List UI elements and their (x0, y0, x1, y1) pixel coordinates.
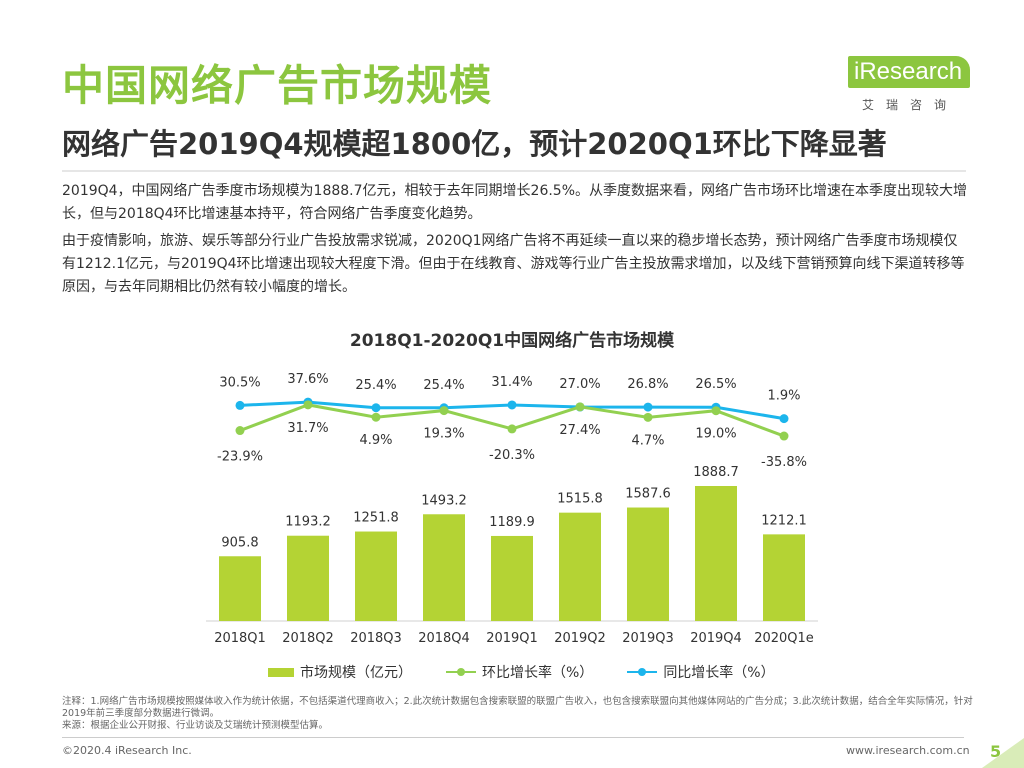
qoq-label: 19.0% (695, 427, 736, 442)
qoq-label: 19.3% (423, 427, 464, 442)
qoq-label: 27.4% (559, 423, 600, 438)
legend-label-qoq: 环比增长率（%） (482, 665, 594, 681)
yoy-label: 37.6% (287, 372, 328, 387)
yoy-label: 1.9% (767, 389, 800, 404)
x-tick-label: 2020Q1e (754, 631, 814, 646)
bar-value-label: 1193.2 (285, 515, 331, 530)
body-paragraph-2: 由于疫情影响，旅游、娱乐等部分行业广告投放需求锐减，2020Q1网络广告将不再延… (62, 233, 965, 295)
qoq-point (439, 406, 449, 416)
footer-divider (62, 737, 964, 738)
x-tick-label: 2019Q3 (622, 631, 674, 646)
qoq-label: 31.7% (287, 421, 328, 436)
qoq-point (371, 412, 381, 422)
qoq-point (643, 412, 653, 422)
legend-swatch-bar (268, 667, 294, 677)
bar-value-label: 905.8 (221, 535, 258, 550)
bar (423, 514, 465, 621)
yoy-label: 27.0% (559, 377, 600, 392)
x-tick-label: 2018Q4 (418, 631, 470, 646)
page-number: 5 (990, 742, 1002, 761)
bar-value-label: 1251.8 (353, 511, 399, 526)
bar (219, 556, 261, 621)
notes-line-1: 注释：1.网络广告市场规模按照媒体收入作为统计依据，不包括渠道代理商收入；2.此… (62, 696, 973, 719)
qoq-point (711, 406, 721, 416)
page-subtitle: 网络广告2019Q4规模超1800亿，预计2020Q1环比下降显著 (62, 127, 887, 161)
qoq-point (303, 400, 313, 410)
bar-value-label: 1888.7 (693, 465, 739, 480)
bar (763, 534, 805, 621)
yoy-label: 26.5% (695, 377, 736, 392)
bar (287, 535, 329, 621)
bar-value-label: 1493.2 (421, 493, 467, 508)
qoq-point (779, 431, 789, 441)
x-tick-label: 2018Q1 (214, 631, 266, 646)
qoq-point (575, 402, 585, 412)
yoy-point (507, 400, 517, 410)
chart-legend: 市场规模（亿元） 环比增长率（%） 同比增长率（%） (268, 662, 775, 682)
x-tick-label: 2019Q1 (486, 631, 538, 646)
yoy-label: 25.4% (355, 378, 396, 393)
yoy-label: 25.4% (423, 378, 464, 393)
logo-word: iResearch (848, 56, 971, 88)
yoy-point (371, 403, 381, 413)
qoq-label: -23.9% (217, 450, 263, 465)
qoq-label: -35.8% (761, 455, 807, 470)
page-title: 中国网络广告市场规模 (62, 61, 493, 110)
logo-cn-text: 艾瑞咨询 (862, 98, 959, 112)
x-tick-label: 2018Q3 (350, 631, 402, 646)
page-corner-decoration (982, 738, 1024, 768)
yoy-label: 26.8% (627, 377, 668, 392)
yoy-label: 31.4% (491, 375, 532, 390)
bar-value-label: 1189.9 (489, 515, 535, 530)
bar-value-label: 1587.6 (625, 487, 671, 502)
yoy-point (643, 402, 653, 412)
legend-item-qoq: 环比增长率（%） (446, 662, 593, 682)
notes-block: 注释：1.网络广告市场规模按照媒体收入作为统计依据，不包括渠道代理商收入；2.此… (62, 696, 982, 732)
bar-value-label: 1212.1 (761, 513, 807, 528)
x-tick-label: 2018Q2 (282, 631, 334, 646)
legend-swatch-qoq (446, 667, 476, 677)
legend-swatch-yoy (627, 667, 658, 677)
qoq-label: -20.3% (489, 448, 535, 463)
chart-title: 2018Q1-2020Q1中国网络广告市场规模 (349, 331, 675, 351)
bar-value-label: 1515.8 (557, 492, 603, 507)
bar (695, 486, 737, 621)
bar (491, 535, 533, 621)
title-divider (62, 170, 966, 172)
legend-label-yoy: 同比增长率（%） (663, 665, 775, 681)
bar (559, 512, 601, 621)
qoq-point (507, 424, 517, 434)
notes-line-2: 来源：根据企业公开财报、行业访谈及艾瑞统计预测模型估算。 (62, 720, 329, 731)
x-tick-label: 2019Q4 (690, 631, 742, 646)
x-tick-label: 2019Q2 (554, 631, 606, 646)
qoq-label: 4.9% (359, 433, 392, 448)
legend-item-bar: 市场规模（亿元） (268, 662, 412, 682)
website-link[interactable]: www.iresearch.com.cn (846, 744, 970, 757)
body-paragraph-1: 2019Q4，中国网络广告季度市场规模为1888.7亿元，相较于去年同期增长26… (62, 183, 968, 222)
bar (355, 531, 397, 621)
yoy-label: 30.5% (219, 375, 260, 390)
qoq-point (235, 426, 245, 436)
legend-label-bar: 市场规模（亿元） (300, 665, 412, 681)
iresearch-logo: iResearch 艾瑞咨询 (848, 56, 971, 116)
legend-item-yoy: 同比增长率（%） (627, 662, 775, 682)
yoy-point (779, 414, 789, 424)
bar (627, 507, 669, 621)
yoy-point (235, 400, 245, 410)
qoq-label: 4.7% (631, 433, 664, 448)
copyright-text: ©2020.4 iResearch Inc. (62, 744, 192, 757)
